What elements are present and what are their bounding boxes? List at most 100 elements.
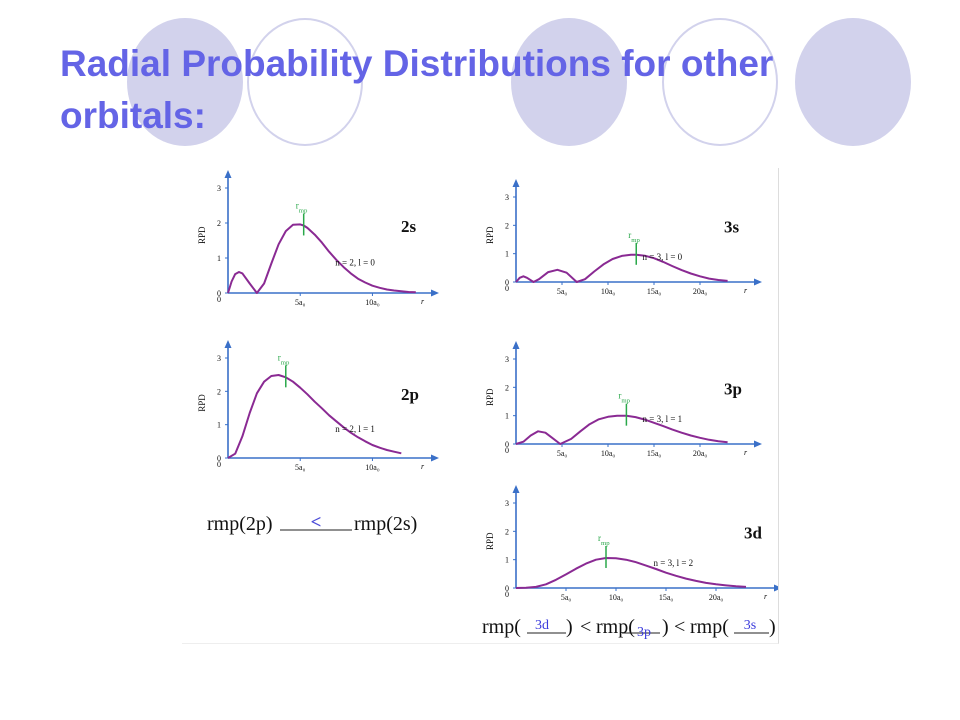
chart-2s: 0 1 2 3 5a₀ 10a₀ 0 r RPD rmp n = 2, l = 0 2s bbox=[197, 170, 439, 307]
comparison-n3-blank1-answer: 3d bbox=[535, 618, 549, 633]
chart-2p-y-tick-label: 2 bbox=[217, 387, 221, 396]
chart-3p-x-tick-label: 15a₀ bbox=[647, 449, 662, 458]
chart-2p-x-tick-label: 10a₀ bbox=[365, 463, 380, 472]
comparison-n3-lt-1: < bbox=[580, 616, 591, 638]
chart-3s-x-arrow bbox=[754, 278, 762, 286]
chart-2p-y-tick-label: 1 bbox=[217, 421, 221, 430]
chart-3p-rmp-label: rmp bbox=[618, 391, 630, 405]
chart-3s-origin-label: 0 bbox=[505, 284, 509, 293]
chart-2s-series-line bbox=[227, 223, 416, 294]
chart-3d-orbital-label: 3d bbox=[744, 524, 763, 543]
chart-3s-y-tick-label: 2 bbox=[505, 221, 509, 230]
chart-3s-x-tick-label: 20a₀ bbox=[693, 287, 708, 296]
chart-2p-x-label: r bbox=[421, 462, 425, 471]
chart-3s-x-label: r bbox=[744, 286, 748, 295]
chart-3p-orbital-label: 3p bbox=[724, 380, 742, 399]
chart-3p-y-tick-label: 0 bbox=[505, 440, 509, 449]
chart-2p-y-tick-label: 3 bbox=[217, 354, 221, 363]
chart-2p-annotation: n = 2, l = 1 bbox=[335, 424, 375, 434]
charts-layer: 0 1 2 3 5a₀ 10a₀ 0 r RPD rmp n = 2, l = 0 2s 0 1 2 3 5a₀… bbox=[197, 170, 782, 602]
chart-2s-y-tick-label: 0 bbox=[217, 289, 221, 298]
chart-3d-x-tick-label: 5a₀ bbox=[561, 593, 572, 602]
chart-2s-y-arrow bbox=[224, 170, 232, 178]
chart-3s-annotation: n = 3, l = 0 bbox=[643, 252, 683, 262]
chart-2p: 0 1 2 3 5a₀ 10a₀ 0 r RPD rmp n = 2, l = 1 2p bbox=[197, 340, 439, 472]
chart-3s-y-arrow bbox=[512, 179, 520, 187]
chart-3s-x-tick-label: 10a₀ bbox=[601, 287, 616, 296]
chart-3d-y-tick-label: 3 bbox=[505, 499, 509, 508]
rpd-charts-svg: 0 1 2 3 5a₀ 10a₀ 0 r RPD rmp n = 2, l = 0 2s 0 1 2 3 5a₀… bbox=[197, 170, 782, 640]
chart-3p-series-line bbox=[515, 414, 728, 445]
chart-3p-x-tick-label: 10a₀ bbox=[601, 449, 616, 458]
decor-circle-3 bbox=[795, 18, 911, 146]
decor-ring-2 bbox=[662, 18, 778, 146]
chart-2s-orbital-label: 2s bbox=[401, 217, 417, 236]
chart-3s-orbital-label: 3s bbox=[724, 218, 740, 237]
chart-3p: 0 1 2 3 5a₀ 10a₀ 15a₀ 20a₀ 0 r RPD rmp n = 3, l = 1 3… bbox=[485, 341, 762, 458]
chart-3p-y-tick-label: 2 bbox=[505, 383, 509, 392]
chart-3d-x-label: r bbox=[764, 592, 768, 601]
comparison-n3-close-1: ) bbox=[566, 616, 573, 638]
chart-3d: 0 1 2 3 5a₀ 10a₀ 15a₀ 20a₀ 0 r RPD rmp n = 3, l = 2 3… bbox=[485, 485, 782, 602]
chart-3p-y-tick-label: 1 bbox=[505, 412, 509, 421]
chart-3d-y-tick-label: 2 bbox=[505, 527, 509, 536]
chart-3p-x-label: r bbox=[744, 448, 748, 457]
slide-title: Radial Probability Distributions for oth… bbox=[60, 43, 774, 136]
chart-3d-y-tick-label: 1 bbox=[505, 556, 509, 565]
chart-3s-x-tick-label: 5a₀ bbox=[557, 287, 568, 296]
comparison-n2: rmp(2p) < rmp(2s) bbox=[207, 512, 417, 535]
chart-3s-series-line bbox=[515, 253, 728, 283]
chart-2p-orbital-label: 2p bbox=[401, 385, 419, 404]
chart-2s-x-arrow bbox=[431, 289, 439, 297]
comparison-n2-left: rmp(2p) bbox=[207, 513, 273, 535]
comparison-n3-rmp-3: rmp( bbox=[690, 616, 729, 638]
chart-3p-y-tick-label: 3 bbox=[505, 355, 509, 364]
chart-2s-y-tick-label: 1 bbox=[217, 254, 221, 263]
comparison-n3-rmp-2: rmp( bbox=[596, 616, 635, 638]
comparison-n2-right: rmp(2s) bbox=[354, 513, 417, 535]
chart-3p-x-arrow bbox=[754, 440, 762, 448]
chart-3s-y-tick-label: 0 bbox=[505, 278, 509, 287]
chart-3p-y-arrow bbox=[512, 341, 520, 349]
chart-3d-series-line bbox=[515, 557, 747, 589]
chart-3s-y-tick-label: 3 bbox=[505, 193, 509, 202]
decor-ring-1 bbox=[247, 18, 363, 146]
chart-2p-x-tick-label: 5a₀ bbox=[295, 463, 306, 472]
chart-2s-rmp-label: rmp bbox=[296, 200, 308, 214]
chart-3d-y-arrow bbox=[512, 485, 520, 493]
comparison-n3-rmp-1: rmp( bbox=[482, 616, 521, 638]
chart-2p-origin-label: 0 bbox=[217, 460, 221, 469]
comparison-n3-blank2-answer: 3p bbox=[637, 625, 651, 640]
chart-2s-origin-label: 0 bbox=[217, 295, 221, 304]
chart-3p-annotation: n = 3, l = 1 bbox=[643, 414, 683, 424]
decor-circle-2 bbox=[511, 18, 627, 146]
chart-3d-annotation: n = 3, l = 2 bbox=[654, 558, 694, 568]
chart-3d-y-tick-label: 0 bbox=[505, 584, 509, 593]
chart-3s-x-tick-label: 15a₀ bbox=[647, 287, 662, 296]
chart-3s-y-label: RPD bbox=[485, 226, 495, 244]
comparison-n3-lt-2: < bbox=[674, 616, 685, 638]
chart-3d-rmp-label: rmp bbox=[598, 533, 610, 547]
rpd-figure: 0 1 2 3 5a₀ 10a₀ 0 r RPD rmp n = 2, l = 0 2s 0 1 2 3 5a₀… bbox=[182, 168, 782, 644]
chart-3d-y-label: RPD bbox=[485, 532, 495, 550]
chart-2p-rmp-label: rmp bbox=[278, 352, 290, 366]
chart-2p-y-label: RPD bbox=[197, 394, 207, 412]
decor-circle-1 bbox=[127, 18, 243, 146]
comparison-n3-close-3: ) bbox=[769, 616, 776, 638]
chart-2p-series-line bbox=[227, 374, 402, 459]
comparison-n3-close-2: ) bbox=[662, 616, 669, 638]
chart-2s-x-label: r bbox=[421, 297, 425, 306]
chart-3p-x-tick-label: 5a₀ bbox=[557, 449, 568, 458]
comparison-n2-answer: < bbox=[311, 512, 322, 533]
chart-3p-origin-label: 0 bbox=[505, 446, 509, 455]
chart-3s-y-tick-label: 1 bbox=[505, 250, 509, 259]
chart-2p-y-tick-label: 0 bbox=[217, 454, 221, 463]
chart-2s-x-tick-label: 5a₀ bbox=[295, 298, 306, 307]
chart-3d-x-tick-label: 15a₀ bbox=[659, 593, 674, 602]
chart-2s-x-tick-label: 10a₀ bbox=[365, 298, 380, 307]
chart-3s-rmp-label: rmp bbox=[628, 230, 640, 244]
chart-3d-x-tick-label: 10a₀ bbox=[609, 593, 624, 602]
comparison-n3-blank3-answer: 3s bbox=[744, 618, 756, 633]
chart-2s-y-tick-label: 2 bbox=[217, 219, 221, 228]
